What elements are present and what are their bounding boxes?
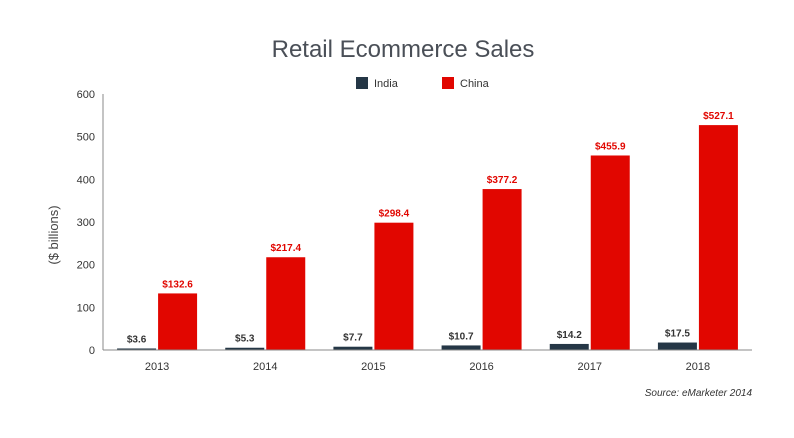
bar-india-2017 [549, 343, 589, 350]
legend-label-india: India [374, 78, 399, 90]
y-axis-ticks: 0 100 200 300 400 500 600 [77, 89, 95, 357]
value-label-china-2015: $298.4 [379, 209, 410, 220]
y-tick-label: 500 [77, 132, 95, 144]
legend-item-india: India [356, 77, 399, 90]
y-tick-label: 100 [77, 302, 95, 314]
value-label-india-2016: $10.7 [449, 331, 474, 342]
bar-china-2015 [374, 222, 414, 350]
bar-china-2017 [590, 155, 630, 350]
value-label-china-2016: $377.2 [487, 175, 518, 186]
x-axis-ticks: 2013 2014 2015 2016 2017 2018 [145, 361, 710, 373]
chart-title: Retail Ecommerce Sales [272, 36, 535, 63]
y-tick-label: 600 [77, 89, 95, 101]
value-label-china-2017: $455.9 [595, 141, 626, 152]
y-tick-label: 300 [77, 217, 95, 229]
value-label-india-2017: $14.2 [557, 330, 582, 341]
bar-india-2014 [225, 347, 265, 350]
legend-label-china: China [460, 78, 490, 90]
value-label-india-2013: $3.6 [127, 334, 147, 345]
y-tick-label: 200 [77, 260, 95, 272]
x-tick-label: 2016 [469, 361, 493, 373]
value-label-india-2014: $5.3 [235, 334, 255, 345]
bar-china-2016 [482, 189, 522, 350]
bars [117, 125, 738, 350]
value-labels: $3.6 $132.6 $5.3 $217.4 $7.7 $298.4 $10.7 $377.… [127, 111, 734, 345]
bar-india-2018 [657, 342, 697, 350]
bar-india-2013 [117, 348, 157, 350]
x-tick-label: 2014 [253, 361, 277, 373]
value-label-china-2013: $132.6 [162, 279, 193, 290]
y-tick-label: 400 [77, 174, 95, 186]
bar-india-2015 [333, 346, 373, 350]
legend-swatch-india [356, 77, 368, 89]
x-tick-label: 2017 [578, 361, 602, 373]
bar-china-2018 [698, 125, 738, 350]
y-tick-label: 0 [89, 345, 95, 357]
value-label-china-2018: $527.1 [703, 111, 734, 122]
bar-india-2016 [441, 345, 481, 350]
legend-item-china: China [442, 77, 490, 90]
legend: India China [356, 77, 490, 90]
y-axis-label: ($ billions) [46, 205, 61, 264]
x-tick-label: 2018 [686, 361, 710, 373]
x-tick-label: 2013 [145, 361, 169, 373]
source-note: Source: eMarketer 2014 [645, 388, 753, 399]
value-label-india-2018: $17.5 [665, 329, 690, 340]
bar-china-2014 [266, 257, 306, 350]
legend-swatch-china [442, 77, 454, 89]
bar-china-2013 [158, 293, 198, 350]
value-label-india-2015: $7.7 [343, 333, 363, 344]
x-tick-label: 2015 [361, 361, 385, 373]
value-label-china-2014: $217.4 [270, 243, 301, 254]
